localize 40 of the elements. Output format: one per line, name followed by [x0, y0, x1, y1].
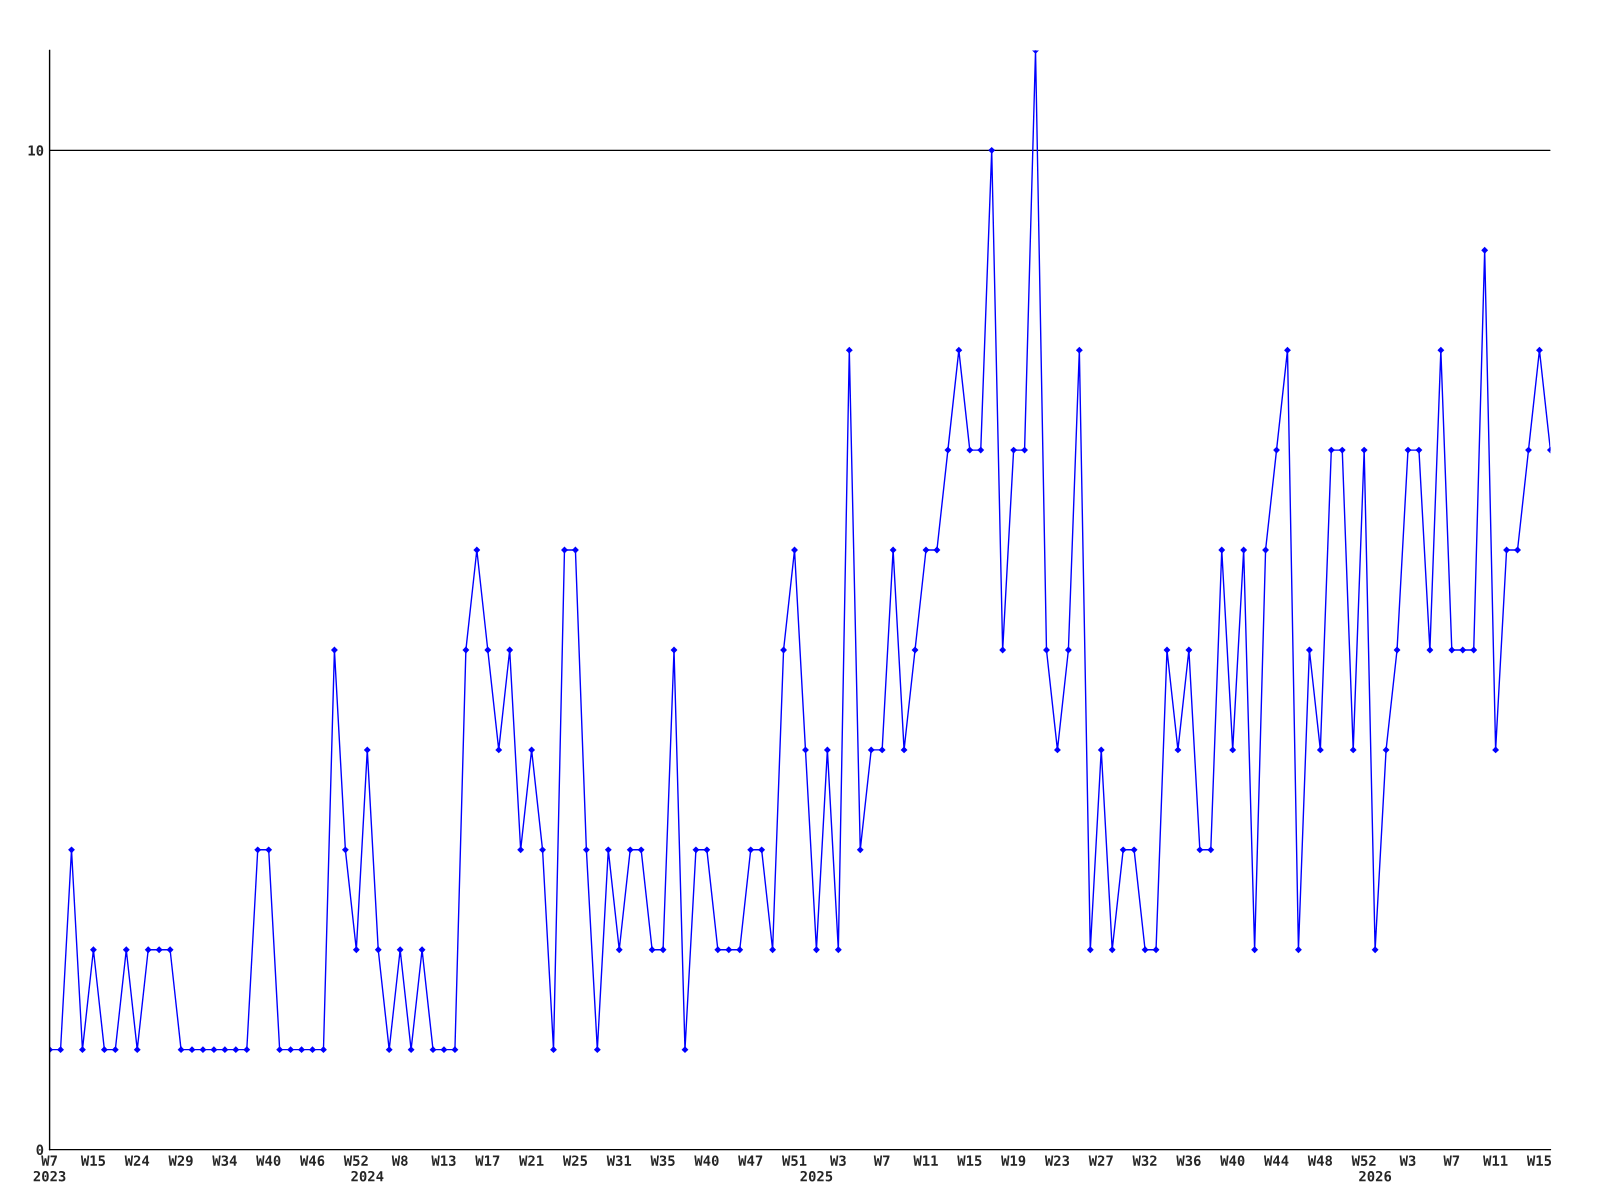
x-tick-label: W15 — [1526, 1155, 1552, 1166]
x-tick-label: 2025 — [800, 1170, 833, 1182]
x-tick-label: W52 — [1351, 1155, 1376, 1166]
x-tick-label: W52 — [343, 1155, 368, 1166]
x-tick-label: W7 2023 — [33, 1155, 66, 1182]
x-tick-label: W32 — [1132, 1155, 1157, 1166]
x-tick-label: W46 — [299, 1155, 325, 1166]
x-tick-label: W3 — [829, 1155, 846, 1166]
x-tick-label: W51 — [781, 1155, 807, 1166]
x-tick-label: W7 — [873, 1155, 890, 1166]
x-tick-label: W29 — [168, 1155, 193, 1166]
x-tick-label: W17 — [475, 1155, 500, 1166]
x-tick-label: W35 — [650, 1155, 675, 1166]
x-tick-label: W25 — [562, 1155, 588, 1166]
x-tick-label: W40 — [256, 1155, 281, 1166]
x-tick-label: W31 — [606, 1155, 632, 1166]
x-tick-label: W40 — [1220, 1155, 1245, 1166]
x-tick-label: W11 — [1483, 1155, 1508, 1166]
x-tick-label: W7 — [1443, 1155, 1460, 1166]
x-tick-label: W11 — [913, 1155, 938, 1166]
x-tick-label: W3 — [1399, 1155, 1416, 1166]
x-tick-label: 2026 — [1359, 1170, 1392, 1182]
y-tick-label: 0 — [36, 1144, 44, 1156]
x-tick-label: W15 — [957, 1155, 982, 1166]
x-tick-label: W15 — [80, 1155, 106, 1166]
x-tick-label: W21 — [519, 1155, 544, 1166]
x-tick-label: W44 — [1263, 1155, 1289, 1166]
x-tick-label: W13 — [431, 1155, 456, 1166]
x-tick-label: W47 — [738, 1155, 763, 1166]
x-tick-label: W34 — [212, 1155, 237, 1166]
y-tick-label: 10 — [28, 145, 44, 156]
x-tick-label: W27 — [1088, 1155, 1113, 1166]
x-tick-label: W8 — [391, 1155, 408, 1166]
x-tick-label: W40 — [694, 1155, 719, 1166]
x-tick-label: W36 — [1176, 1155, 1201, 1166]
x-tick-label: W23 — [1044, 1155, 1070, 1166]
x-tick-label: W19 — [1001, 1155, 1026, 1166]
x-tick-label: W24 — [124, 1155, 150, 1166]
x-tick-label: W48 — [1307, 1155, 1333, 1166]
x-tick-label: 2024 — [351, 1170, 384, 1182]
